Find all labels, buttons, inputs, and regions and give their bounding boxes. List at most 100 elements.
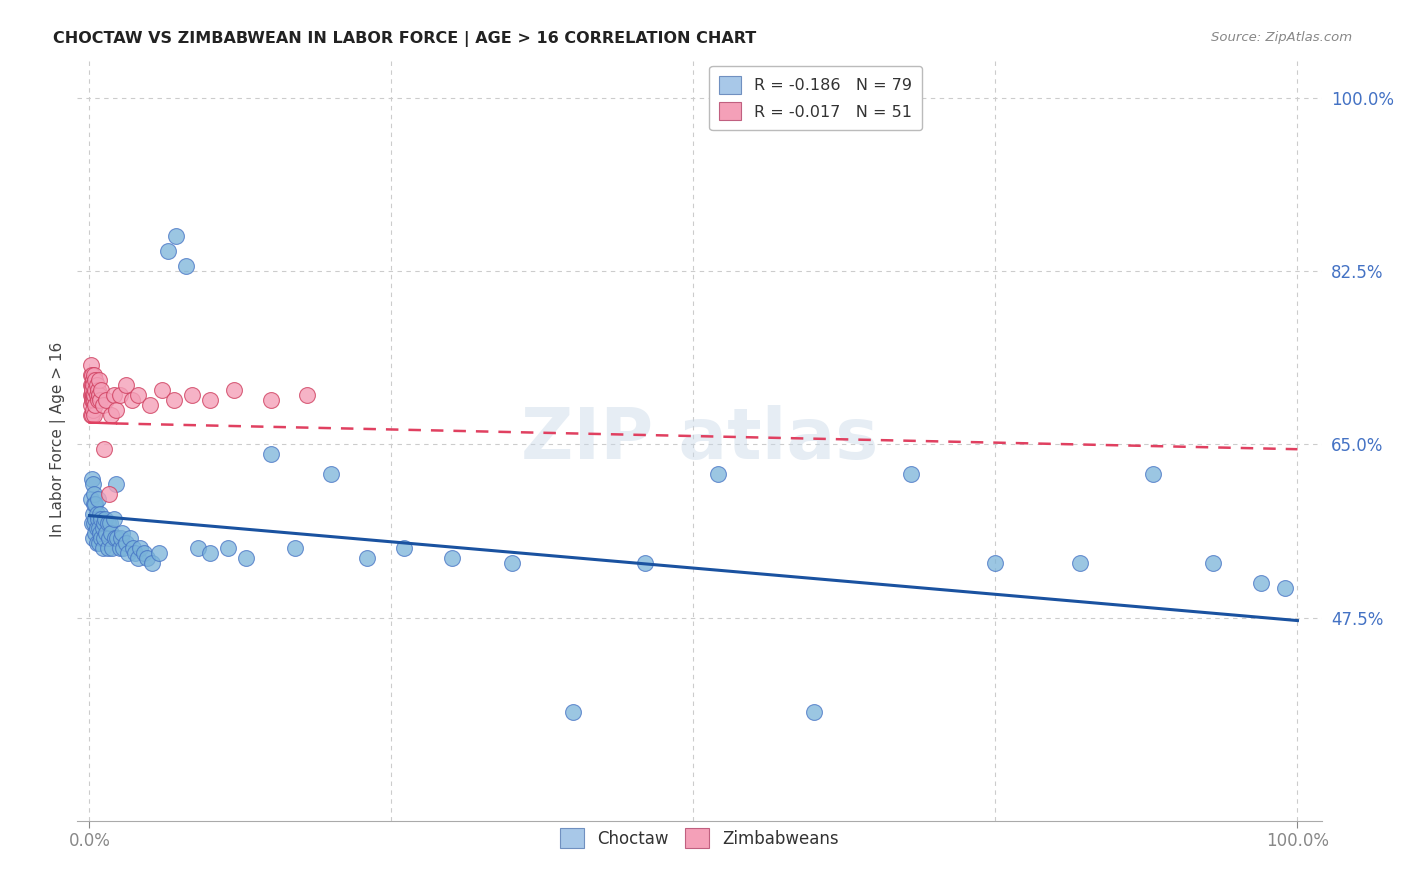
Point (84, 373, 107, 387)
Point (96, 516, 118, 531)
Point (93, 442, 115, 457)
Point (122, 541, 145, 556)
Point (634, 556, 657, 570)
Point (80, 388, 103, 402)
Point (136, 551, 159, 566)
Point (356, 551, 378, 566)
Point (98, 516, 121, 531)
Point (82, 532, 104, 546)
Point (83, 388, 105, 402)
Point (141, 556, 163, 570)
Point (84, 383, 107, 397)
Point (127, 388, 149, 402)
Point (165, 229, 187, 244)
Point (108, 388, 131, 402)
Point (80, 472, 103, 486)
Point (112, 541, 135, 556)
Point (87, 383, 110, 397)
Text: ZIP atlas: ZIP atlas (520, 405, 879, 474)
Legend: Choctaw, Zimbabweans: Choctaw, Zimbabweans (554, 822, 845, 855)
Point (82, 476, 104, 491)
Point (79, 398, 101, 412)
Point (259, 392, 281, 407)
Point (89, 392, 111, 407)
Point (79, 408, 101, 422)
Point (93, 516, 115, 531)
Point (96, 526, 118, 541)
Point (803, 705, 825, 719)
Point (163, 392, 186, 407)
Point (86, 521, 108, 535)
Point (156, 244, 179, 259)
Point (97, 487, 120, 501)
Point (82, 377, 104, 392)
Y-axis label: In Labor Force | Age > 16: In Labor Force | Age > 16 (51, 342, 66, 537)
Point (79, 358, 101, 372)
Point (120, 532, 142, 546)
Point (200, 546, 222, 560)
Point (1274, 581, 1296, 595)
Point (440, 551, 463, 566)
Point (83, 497, 105, 511)
Point (121, 392, 143, 407)
Point (80, 408, 103, 422)
Point (200, 392, 222, 407)
Point (86, 388, 108, 402)
Point (83, 487, 105, 501)
Point (87, 491, 110, 506)
Point (129, 541, 152, 556)
Point (706, 467, 728, 481)
Point (79, 368, 101, 382)
Point (150, 383, 173, 397)
Text: CHOCTAW VS ZIMBABWEAN IN LABOR FORCE | AGE > 16 CORRELATION CHART: CHOCTAW VS ZIMBABWEAN IN LABOR FORCE | A… (53, 31, 756, 47)
Point (1069, 556, 1091, 570)
Point (96, 392, 118, 407)
Point (93, 532, 115, 546)
Point (103, 388, 125, 402)
Point (105, 532, 128, 546)
Point (110, 532, 132, 546)
Point (87, 521, 110, 535)
Point (148, 546, 170, 560)
Point (104, 402, 127, 417)
Point (181, 388, 204, 402)
Point (83, 408, 105, 422)
Point (319, 467, 342, 481)
Point (235, 551, 257, 566)
Point (117, 546, 139, 560)
Point (80, 368, 103, 382)
Point (83, 392, 105, 407)
Point (100, 408, 122, 422)
Point (101, 541, 124, 556)
Point (91, 541, 114, 556)
Point (392, 541, 415, 556)
Point (80, 392, 103, 407)
Point (79, 491, 101, 506)
Point (83, 516, 105, 531)
Point (80, 516, 103, 531)
Point (90, 511, 112, 525)
Point (984, 556, 1007, 570)
Point (1202, 556, 1225, 570)
Point (217, 541, 239, 556)
Point (103, 511, 125, 525)
Point (80, 383, 103, 397)
Point (84, 511, 107, 525)
Point (139, 398, 162, 412)
Point (97, 532, 120, 546)
Point (86, 507, 108, 521)
Point (90, 532, 112, 546)
Point (82, 373, 104, 387)
Point (87, 536, 110, 550)
Point (1250, 576, 1272, 591)
Point (96, 541, 118, 556)
Point (91, 521, 114, 535)
Point (84, 526, 107, 541)
Point (187, 541, 209, 556)
Point (104, 532, 127, 546)
Point (80, 377, 103, 392)
Point (82, 388, 104, 402)
Point (87, 373, 110, 387)
Point (100, 526, 122, 541)
Point (501, 556, 523, 570)
